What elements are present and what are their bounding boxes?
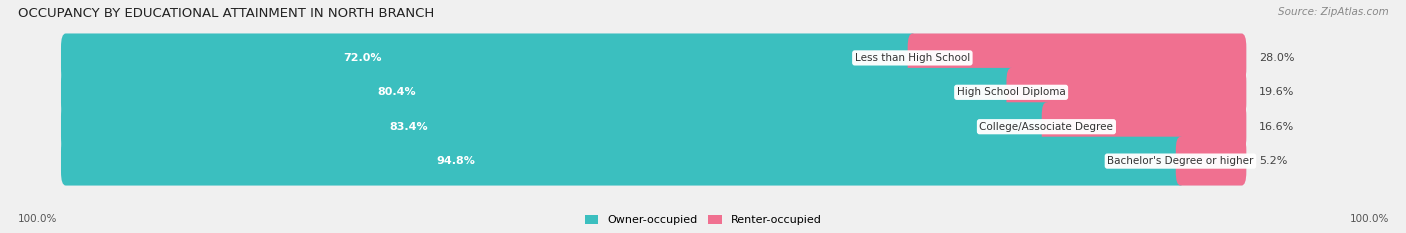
Text: 19.6%: 19.6% (1260, 87, 1295, 97)
FancyBboxPatch shape (60, 34, 1246, 82)
Text: OCCUPANCY BY EDUCATIONAL ATTAINMENT IN NORTH BRANCH: OCCUPANCY BY EDUCATIONAL ATTAINMENT IN N… (18, 7, 434, 20)
FancyBboxPatch shape (60, 68, 1017, 117)
Text: 100.0%: 100.0% (1350, 214, 1389, 224)
FancyBboxPatch shape (60, 102, 1246, 151)
FancyBboxPatch shape (1042, 102, 1246, 151)
Text: 80.4%: 80.4% (377, 87, 416, 97)
Text: 94.8%: 94.8% (436, 156, 475, 166)
Text: 16.6%: 16.6% (1260, 122, 1295, 132)
Text: 72.0%: 72.0% (343, 53, 381, 63)
FancyBboxPatch shape (908, 34, 1246, 82)
Text: Source: ZipAtlas.com: Source: ZipAtlas.com (1278, 7, 1389, 17)
FancyBboxPatch shape (1175, 137, 1246, 185)
Text: 28.0%: 28.0% (1260, 53, 1295, 63)
Text: Bachelor's Degree or higher: Bachelor's Degree or higher (1108, 156, 1254, 166)
Text: High School Diploma: High School Diploma (956, 87, 1066, 97)
Text: 100.0%: 100.0% (18, 214, 58, 224)
Legend: Owner-occupied, Renter-occupied: Owner-occupied, Renter-occupied (585, 215, 821, 225)
FancyBboxPatch shape (60, 137, 1185, 185)
FancyBboxPatch shape (60, 137, 1246, 185)
Text: 5.2%: 5.2% (1260, 156, 1288, 166)
Text: Less than High School: Less than High School (855, 53, 970, 63)
FancyBboxPatch shape (1007, 68, 1246, 117)
Text: College/Associate Degree: College/Associate Degree (980, 122, 1114, 132)
FancyBboxPatch shape (60, 68, 1246, 117)
FancyBboxPatch shape (60, 34, 917, 82)
FancyBboxPatch shape (60, 102, 1052, 151)
Text: 83.4%: 83.4% (389, 122, 429, 132)
